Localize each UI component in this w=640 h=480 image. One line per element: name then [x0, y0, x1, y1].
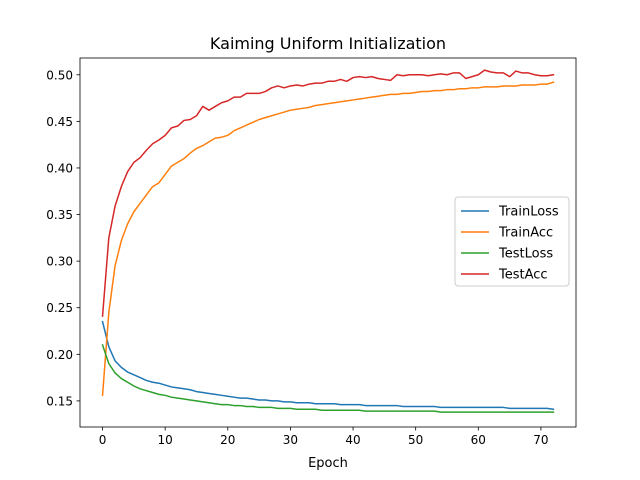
y-tick-label: 0.25 — [46, 301, 73, 315]
axes-layer: 0 10 20 30 40 50 60 70 0.15 0.20 0.25 0.30 0.35 0.40 0… — [46, 57, 577, 447]
x-axis-label: Epoch — [308, 456, 348, 471]
series-line-trainacc — [101, 81, 555, 397]
legend-box — [454, 196, 570, 287]
series-line-testacc — [101, 69, 555, 317]
legend-label-trainacc: TrainAcc — [498, 226, 553, 241]
y-tick-label: 0.15 — [46, 394, 73, 408]
x-tick-label: 30 — [283, 433, 298, 447]
series-line-testloss — [101, 344, 555, 413]
x-tick-label: 60 — [471, 433, 486, 447]
series-layer — [101, 69, 555, 413]
x-tick-label: 10 — [158, 433, 173, 447]
y-tick-label: 0.45 — [46, 115, 73, 129]
series-line-trainloss — [101, 320, 555, 411]
chart-title: Kaiming Uniform Initialization — [210, 34, 446, 53]
legend-label-trainloss: TrainLoss — [498, 205, 559, 220]
legend-label-testacc: TestAcc — [498, 268, 548, 283]
y-tick-label: 0.35 — [46, 208, 73, 222]
x-tick-label: 40 — [345, 433, 360, 447]
y-tick-label: 0.30 — [46, 255, 73, 269]
legend-label-testloss: TestLoss — [498, 247, 553, 262]
legend: TrainLoss TrainAcc TestLoss TestAcc — [454, 196, 570, 287]
y-tick-label: 0.50 — [46, 68, 73, 82]
x-tick-label: 0 — [99, 433, 107, 447]
x-tick-label: 70 — [533, 433, 548, 447]
x-tick-label: 50 — [408, 433, 423, 447]
y-tick-label: 0.40 — [46, 161, 73, 175]
plot-frame — [79, 57, 577, 428]
y-tick-label: 0.20 — [46, 348, 73, 362]
x-tick-label: 20 — [220, 433, 235, 447]
